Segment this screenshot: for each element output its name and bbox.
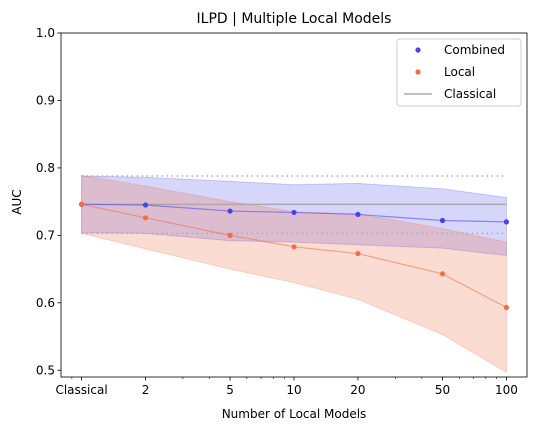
series-lines — [78, 175, 510, 311]
legend-label-classical: Classical — [444, 87, 496, 101]
y-axis-label: AUC — [10, 189, 24, 214]
legend: Combined Local Classical — [396, 38, 522, 107]
x-tick-label-1: 2 — [142, 383, 150, 397]
y-tick-label-0: 0.5 — [36, 363, 55, 377]
x-tick-label-3: 10 — [286, 383, 301, 397]
legend-label-combined: Combined — [444, 43, 505, 57]
legend-label-local: Local — [444, 65, 475, 79]
combined-point-4 — [355, 211, 361, 218]
x-tick-label-0: Classical — [55, 383, 107, 397]
y-tick-label-3: 0.8 — [36, 161, 55, 175]
combined-point-5 — [439, 217, 446, 224]
x-tick-label-4: 20 — [350, 383, 365, 397]
local-point-6 — [503, 304, 510, 311]
y-tick-label-5: 1.0 — [36, 26, 55, 40]
combined-point-1 — [142, 202, 149, 208]
legend-box — [396, 38, 522, 107]
local-point-3 — [291, 244, 297, 250]
local-point-5 — [439, 271, 446, 277]
band-combined — [81, 175, 507, 257]
y-tick-label-1: 0.6 — [36, 296, 55, 310]
local-point-0 — [78, 201, 85, 207]
y-tick-label-2: 0.7 — [36, 228, 55, 242]
axes: 0.5 0.6 0.7 0.8 0.9 1.0 Classical 2 5 10 20 50 100 — [36, 26, 528, 397]
x-tick-label-6: 100 — [495, 383, 518, 397]
y-tick-label-4: 0.9 — [36, 93, 55, 107]
x-axis-label: Number of Local Models — [222, 407, 367, 421]
combined-point-3 — [291, 209, 297, 216]
local-point-4 — [355, 250, 361, 257]
combined-point-6 — [503, 219, 510, 225]
legend-marker-combined — [415, 47, 421, 53]
chart-title: ILPD | Multiple Local Models — [197, 11, 392, 27]
combined-point-2 — [227, 208, 233, 214]
local-point-2 — [227, 232, 233, 238]
x-tick-label-2: 5 — [226, 383, 234, 397]
x-tick-label-5: 50 — [435, 383, 450, 397]
local-point-1 — [142, 215, 149, 221]
legend-marker-local — [415, 69, 421, 75]
confidence-bands — [81, 174, 507, 374]
